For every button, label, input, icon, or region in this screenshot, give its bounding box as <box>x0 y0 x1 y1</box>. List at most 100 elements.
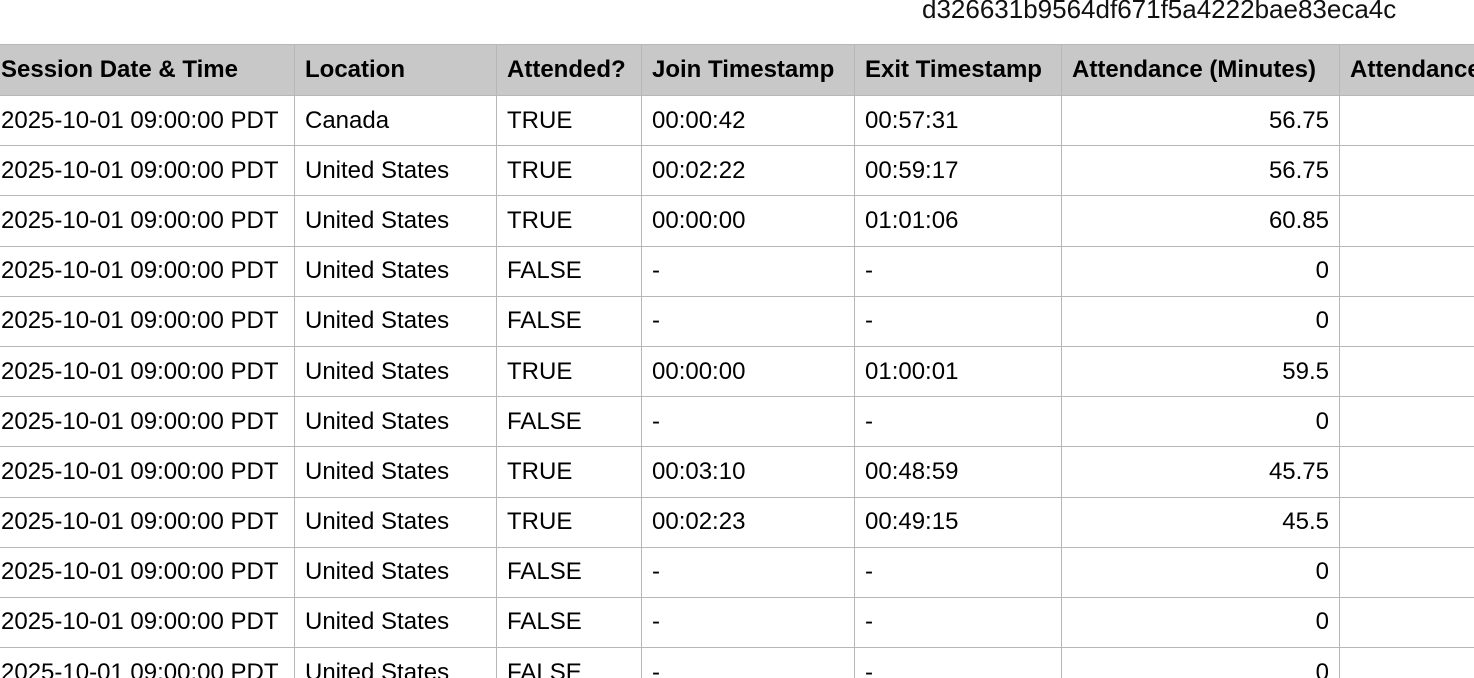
attendance-cell[interactable] <box>1339 647 1474 678</box>
attendance-cell[interactable] <box>1339 145 1474 197</box>
exit-timestamp-cell[interactable]: 00:57:31 <box>854 94 1062 147</box>
attendance-cell[interactable] <box>1339 496 1474 548</box>
location-cell[interactable]: United States <box>294 345 497 398</box>
table-row: 2025-10-01 09:00:00 PDT United States FALS… <box>0 647 1474 678</box>
attended-cell[interactable]: FALSE <box>496 647 642 678</box>
location-cell[interactable]: United States <box>294 596 497 649</box>
attendance-cell[interactable] <box>1339 295 1474 347</box>
attendance-minutes-cell[interactable]: 60.85 <box>1061 195 1340 247</box>
attendance-minutes-cell[interactable]: 0 <box>1061 396 1340 448</box>
attendance-cell[interactable] <box>1339 546 1474 598</box>
exit-timestamp-cell[interactable]: - <box>854 596 1062 649</box>
attended-cell[interactable]: TRUE <box>496 345 642 398</box>
session-date-cell[interactable]: 2025-10-01 09:00:00 PDT <box>0 145 295 197</box>
attendance-cell[interactable] <box>1339 446 1474 498</box>
session-date-cell[interactable]: 2025-10-01 09:00:00 PDT <box>0 596 295 649</box>
join-timestamp-cell[interactable]: - <box>641 596 855 649</box>
attendance-cell[interactable] <box>1339 94 1474 147</box>
exit-timestamp-cell[interactable]: - <box>854 647 1062 678</box>
attendance-minutes-cell[interactable]: 0 <box>1061 546 1340 598</box>
join-timestamp-cell[interactable]: 00:00:00 <box>641 345 855 398</box>
sheet-id-title: d326631b9564df671f5a4222bae83eca4c <box>922 0 1397 24</box>
session-date-cell[interactable]: 2025-10-01 09:00:00 PDT <box>0 345 295 398</box>
session-date-cell[interactable]: 2025-10-01 09:00:00 PDT <box>0 396 295 448</box>
header-cell-attended[interactable]: Attended? <box>496 44 642 96</box>
exit-timestamp-cell[interactable]: - <box>854 396 1062 448</box>
attended-cell[interactable]: FALSE <box>496 596 642 649</box>
attendance-cell[interactable] <box>1339 396 1474 448</box>
attended-cell[interactable]: FALSE <box>496 295 642 347</box>
location-cell[interactable]: United States <box>294 546 497 598</box>
session-date-cell[interactable]: 2025-10-01 09:00:00 PDT <box>0 496 295 548</box>
location-cell[interactable]: United States <box>294 295 497 347</box>
attended-cell[interactable]: FALSE <box>496 245 642 297</box>
session-date-cell[interactable]: 2025-10-01 09:00:00 PDT <box>0 647 295 678</box>
attendance-cell[interactable] <box>1339 596 1474 649</box>
attended-cell[interactable]: FALSE <box>496 396 642 448</box>
session-date-cell[interactable]: 2025-10-01 09:00:00 PDT <box>0 295 295 347</box>
session-date-cell[interactable]: 2025-10-01 09:00:00 PDT <box>0 245 295 297</box>
attendance-cell[interactable] <box>1339 245 1474 297</box>
location-cell[interactable]: United States <box>294 446 497 498</box>
header-cell-attendance-minutes[interactable]: Attendance (Minutes) <box>1061 44 1340 96</box>
join-timestamp-cell[interactable]: 00:00:42 <box>641 94 855 147</box>
exit-timestamp-cell[interactable]: 01:01:06 <box>854 195 1062 247</box>
location-cell[interactable]: United States <box>294 396 497 448</box>
table-row: 2025-10-01 09:00:00 PDT United States TRUE… <box>0 345 1474 398</box>
exit-timestamp-cell[interactable]: - <box>854 546 1062 598</box>
join-timestamp-cell[interactable]: - <box>641 396 855 448</box>
attended-cell[interactable]: TRUE <box>496 446 642 498</box>
attended-cell[interactable]: TRUE <box>496 195 642 247</box>
join-timestamp-cell[interactable]: - <box>641 546 855 598</box>
header-cell-join-timestamp[interactable]: Join Timestamp <box>641 44 855 96</box>
attended-cell[interactable]: TRUE <box>496 496 642 548</box>
header-cell-exit-timestamp[interactable]: Exit Timestamp <box>854 44 1062 96</box>
table-row: 2025-10-01 09:00:00 PDT United States TRUE… <box>0 195 1474 247</box>
join-timestamp-cell[interactable]: 00:02:22 <box>641 145 855 197</box>
table-row: 2025-10-01 09:00:00 PDT Canada TRUE 00:00:4… <box>0 94 1474 147</box>
attendance-cell[interactable] <box>1339 195 1474 247</box>
join-timestamp-cell[interactable]: 00:02:23 <box>641 496 855 548</box>
attended-cell[interactable]: FALSE <box>496 546 642 598</box>
exit-timestamp-cell[interactable]: - <box>854 245 1062 297</box>
exit-timestamp-cell[interactable]: 00:49:15 <box>854 496 1062 548</box>
join-timestamp-cell[interactable]: 00:03:10 <box>641 446 855 498</box>
join-timestamp-cell[interactable]: 00:00:00 <box>641 195 855 247</box>
location-cell[interactable]: United States <box>294 245 497 297</box>
attendance-minutes-cell[interactable]: 0 <box>1061 647 1340 678</box>
location-cell[interactable]: United States <box>294 145 497 197</box>
session-date-cell[interactable]: 2025-10-01 09:00:00 PDT <box>0 195 295 247</box>
session-date-cell[interactable]: 2025-10-01 09:00:00 PDT <box>0 546 295 598</box>
location-cell[interactable]: United States <box>294 647 497 678</box>
join-timestamp-cell[interactable]: - <box>641 245 855 297</box>
table-body: 2025-10-01 09:00:00 PDT Canada TRUE 00:00:4… <box>0 94 1474 678</box>
attended-cell[interactable]: TRUE <box>496 145 642 197</box>
attendance-minutes-cell[interactable]: 56.75 <box>1061 94 1340 147</box>
attendance-cell[interactable] <box>1339 345 1474 398</box>
attendance-minutes-cell[interactable]: 0 <box>1061 245 1340 297</box>
join-timestamp-cell[interactable]: - <box>641 647 855 678</box>
exit-timestamp-cell[interactable]: 01:00:01 <box>854 345 1062 398</box>
header-cell-location[interactable]: Location <box>294 44 497 96</box>
location-cell[interactable]: United States <box>294 496 497 548</box>
attendance-minutes-cell[interactable]: 45.5 <box>1061 496 1340 548</box>
exit-timestamp-cell[interactable]: - <box>854 295 1062 347</box>
table-row: 2025-10-01 09:00:00 PDT United States FALS… <box>0 295 1474 347</box>
attendance-minutes-cell[interactable]: 45.75 <box>1061 446 1340 498</box>
attended-cell[interactable]: TRUE <box>496 94 642 147</box>
location-cell[interactable]: United States <box>294 195 497 247</box>
attendance-minutes-cell[interactable]: 56.75 <box>1061 145 1340 197</box>
attendance-minutes-cell[interactable]: 0 <box>1061 596 1340 649</box>
header-cell-attendance[interactable]: Attendance <box>1339 44 1474 96</box>
location-cell[interactable]: Canada <box>294 94 497 147</box>
table-row: 2025-10-01 09:00:00 PDT United States TRUE… <box>0 145 1474 197</box>
exit-timestamp-cell[interactable]: 00:59:17 <box>854 145 1062 197</box>
attendance-minutes-cell[interactable]: 0 <box>1061 295 1340 347</box>
exit-timestamp-cell[interactable]: 00:48:59 <box>854 446 1062 498</box>
join-timestamp-cell[interactable]: - <box>641 295 855 347</box>
session-date-cell[interactable]: 2025-10-01 09:00:00 PDT <box>0 94 295 147</box>
session-date-cell[interactable]: 2025-10-01 09:00:00 PDT <box>0 446 295 498</box>
attendance-minutes-cell[interactable]: 59.5 <box>1061 345 1340 398</box>
header-cell-session-date-time[interactable]: Session Date & Time <box>0 44 295 96</box>
